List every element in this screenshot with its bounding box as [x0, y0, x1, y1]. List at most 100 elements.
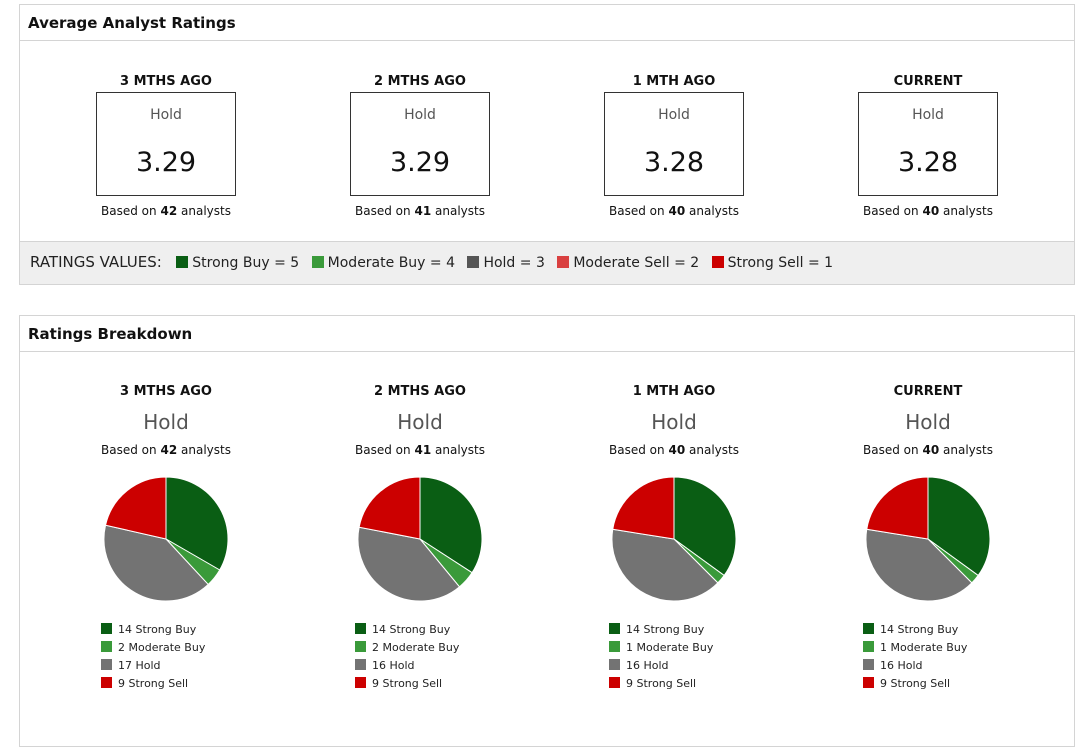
- legend-label: 1 Moderate Buy: [626, 641, 714, 654]
- pie-legend: 14 Strong Buy 2 Moderate Buy 17 Hold 9 Stro…: [101, 623, 231, 695]
- rating-label: Hold: [397, 410, 443, 434]
- legend-hold: Hold = 3: [467, 255, 545, 271]
- based-on-text: Based on 40 analysts: [863, 204, 993, 218]
- legend-swatch: [355, 641, 366, 652]
- based-on-text: Based on 41 analysts: [355, 204, 485, 218]
- legend-strong-sell: Strong Sell = 1: [711, 255, 833, 271]
- breakdown-col-current: CURRENT Hold Based on 40 analysts 14 Str…: [801, 384, 1055, 695]
- pie-slice-strong-buy: [673, 476, 737, 577]
- legend-swatch: [863, 659, 874, 670]
- period-label: 1 MTH AGO: [632, 384, 716, 399]
- period-label: CURRENT: [893, 74, 963, 89]
- ratings-values-legend: RATINGS VALUES: Strong Buy = 5 Moderate …: [20, 241, 1074, 284]
- breakdown-col-3-months: 3 MTHS AGO Hold Based on 42 analysts 14 …: [39, 384, 293, 695]
- legend-label: 9 Strong Sell: [118, 677, 189, 690]
- legend-swatch: [863, 677, 874, 688]
- legend-swatch: [609, 659, 620, 670]
- average-ratings-title: Average Analyst Ratings: [20, 5, 1074, 41]
- legend-swatch: [355, 623, 366, 634]
- moderate-sell-swatch: [557, 256, 570, 268]
- legend-label: 14 Strong Buy: [372, 623, 451, 636]
- rating-score: 3.29: [389, 147, 451, 178]
- pie-chart: [357, 476, 483, 602]
- pie-slice-strong-buy: [927, 476, 991, 577]
- pie-legend-item: 2 Moderate Buy: [355, 641, 485, 659]
- rating-label: Hold: [404, 107, 436, 123]
- ratings-values-title: RATINGS VALUES:: [30, 253, 162, 271]
- analyst-count: 42: [160, 443, 178, 457]
- analyst-count: 42: [160, 204, 178, 218]
- legend-swatch: [101, 659, 112, 670]
- rating-box: Hold 3.28: [604, 92, 744, 196]
- rating-box: Hold 3.28: [858, 92, 998, 196]
- analyst-count: 41: [414, 443, 432, 457]
- analyst-count: 40: [668, 204, 686, 218]
- legend-label: 9 Strong Sell: [372, 677, 443, 690]
- moderate-buy-swatch: [311, 256, 324, 268]
- pie-legend-item: 16 Hold: [863, 659, 993, 677]
- rating-score: 3.28: [897, 147, 959, 178]
- breakdown-col-1-month: 1 MTH AGO Hold Based on 40 analysts 14 S…: [547, 384, 801, 695]
- period-label: 2 MTHS AGO: [374, 74, 466, 89]
- period-label: 3 MTHS AGO: [120, 384, 212, 399]
- rating-score: 3.28: [643, 147, 705, 178]
- avg-col-3-months: 3 MTHS AGO Hold 3.29 Based on 42 analyst…: [39, 74, 293, 218]
- pie-slice-hold: [103, 524, 209, 602]
- pie-slice-strong-buy: [165, 476, 229, 571]
- pie-slice-hold: [865, 528, 973, 602]
- period-label: 2 MTHS AGO: [374, 384, 466, 399]
- average-ratings-panel: Average Analyst Ratings 3 MTHS AGO Hold …: [19, 4, 1075, 285]
- strong-buy-swatch: [176, 256, 189, 268]
- rating-box: Hold 3.29: [96, 92, 236, 196]
- pie-legend: 14 Strong Buy 2 Moderate Buy 16 Hold 9 Stro…: [355, 623, 485, 695]
- legend-label: 2 Moderate Buy: [372, 641, 460, 654]
- strong-sell-swatch: [711, 256, 724, 268]
- pie-legend-item: 17 Hold: [101, 659, 231, 677]
- pie-legend-item: 16 Hold: [355, 659, 485, 677]
- pie-legend-item: 16 Hold: [609, 659, 739, 677]
- analyst-count: 40: [668, 443, 686, 457]
- based-on-text: Based on 41 analysts: [355, 443, 485, 457]
- pie-chart: [103, 476, 229, 602]
- pie-legend: 14 Strong Buy 1 Moderate Buy 16 Hold 9 Stro…: [609, 623, 739, 695]
- analyst-count: 40: [922, 204, 940, 218]
- period-label: CURRENT: [893, 384, 963, 399]
- legend-label: 14 Strong Buy: [626, 623, 705, 636]
- pie-legend-item: 1 Moderate Buy: [863, 641, 993, 659]
- hold-swatch: [467, 256, 480, 268]
- pie-legend-item: 14 Strong Buy: [101, 623, 231, 641]
- legend-strong-buy: Strong Buy = 5: [176, 255, 299, 271]
- legend-swatch: [609, 677, 620, 688]
- legend-label: 16 Hold: [626, 659, 669, 672]
- pie-legend-item: 2 Moderate Buy: [101, 641, 231, 659]
- legend-swatch: [609, 641, 620, 652]
- rating-label: Hold: [150, 107, 182, 123]
- avg-col-2-months: 2 MTHS AGO Hold 3.29 Based on 41 analyst…: [293, 74, 547, 218]
- legend-swatch: [863, 623, 874, 634]
- pie-legend-item: 14 Strong Buy: [863, 623, 993, 641]
- pie-slice-strong-sell: [612, 476, 675, 540]
- legend-swatch: [355, 659, 366, 670]
- breakdown-col-2-months: 2 MTHS AGO Hold Based on 41 analysts 14 …: [293, 384, 547, 695]
- legend-label: 9 Strong Sell: [626, 677, 697, 690]
- legend-swatch: [101, 623, 112, 634]
- based-on-text: Based on 42 analysts: [101, 443, 231, 457]
- legend-moderate-buy: Moderate Buy = 4: [311, 255, 455, 271]
- rating-label: Hold: [651, 410, 697, 434]
- rating-label: Hold: [905, 410, 951, 434]
- legend-swatch: [101, 641, 112, 652]
- analyst-count: 40: [922, 443, 940, 457]
- analyst-count: 41: [414, 204, 432, 218]
- pie-slice-strong-sell: [866, 476, 929, 540]
- rating-score: 3.29: [135, 147, 197, 178]
- pie-slice-hold: [357, 526, 461, 602]
- legend-label: 14 Strong Buy: [880, 623, 959, 636]
- ratings-breakdown-panel: Ratings Breakdown 3 MTHS AGO Hold Based …: [19, 315, 1075, 747]
- legend-swatch: [355, 677, 366, 688]
- pie-legend-item: 9 Strong Sell: [609, 677, 739, 695]
- based-on-text: Based on 40 analysts: [863, 443, 993, 457]
- legend-swatch: [609, 623, 620, 634]
- pie-legend-item: 9 Strong Sell: [863, 677, 993, 695]
- based-on-text: Based on 40 analysts: [609, 204, 739, 218]
- pie-legend-item: 14 Strong Buy: [609, 623, 739, 641]
